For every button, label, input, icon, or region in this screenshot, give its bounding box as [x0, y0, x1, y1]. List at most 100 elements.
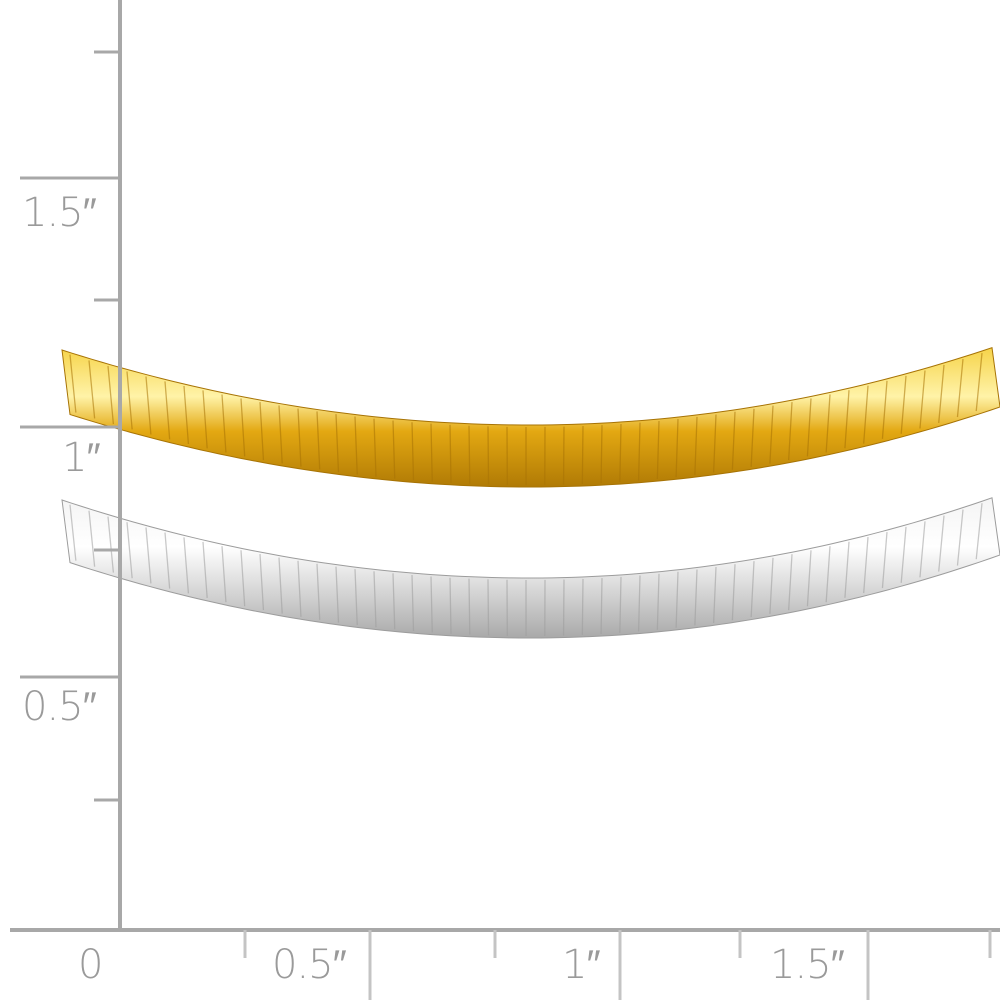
chain-link-segment — [637, 575, 641, 632]
ruler-label-0.5-inch: 0.5″ — [22, 684, 97, 730]
chain-link-segment — [297, 560, 302, 617]
chain-link-segment — [354, 416, 358, 475]
ruler-label-1-inch: 1″ — [62, 435, 101, 481]
ruler-label-1.5-inch-x: 1.5″ — [770, 942, 845, 988]
chain-link-segment — [694, 569, 698, 626]
chain-link-segment — [919, 370, 926, 429]
chain-link-segment — [900, 526, 907, 583]
yellow-gold-chain — [61, 347, 1000, 488]
chain-link-segment — [240, 398, 246, 457]
chain-link-segment — [126, 522, 133, 579]
white-gold-chain — [61, 497, 1000, 639]
chain-link-segment — [126, 371, 133, 430]
chain-link-segment — [788, 554, 793, 611]
chain-link-segment — [675, 419, 679, 478]
chain-link-segment — [107, 365, 115, 425]
measurement-ruler — [10, 0, 1000, 1000]
chain-link-segment — [844, 390, 850, 449]
chain-link-segment — [107, 516, 115, 573]
chain-link-segment — [825, 546, 831, 603]
chain-link-segment — [712, 566, 717, 624]
chain-link-segment — [975, 503, 983, 560]
chain-link-segment — [938, 364, 945, 423]
chain-link-segment — [938, 515, 945, 572]
chain-link-segment — [278, 557, 283, 614]
chain-link-segment — [788, 402, 793, 461]
chain-link-segment — [863, 537, 869, 594]
chain-link-segment — [392, 573, 396, 630]
chain-link-segment — [430, 576, 433, 633]
chain-link-segment — [712, 414, 717, 473]
chain-link-segment — [221, 546, 227, 603]
chain-link-segment — [449, 424, 452, 483]
chain-link-segment — [259, 553, 265, 611]
chain-link-segment — [750, 408, 755, 467]
chain-link-segment — [844, 541, 850, 598]
chain-link-segment — [619, 423, 622, 483]
chain-link-segment — [145, 527, 152, 584]
chain-link-segment — [487, 579, 490, 636]
chain-link-segment — [183, 537, 190, 594]
ruler-label-0.5-inch-x: 0.5″ — [272, 942, 347, 988]
chain-link-segment — [354, 569, 358, 626]
chain-link-segment — [449, 577, 452, 634]
chain-link-segment — [825, 394, 831, 453]
chain-link-segment — [769, 405, 774, 464]
chain-link-segment — [69, 504, 77, 561]
chain-link-segment — [202, 541, 208, 598]
chain-link-segment — [881, 380, 888, 439]
chain-link-segment — [881, 532, 888, 589]
chain-link-segment — [278, 405, 283, 464]
chain-link-segment — [656, 573, 660, 630]
chain-link-segment — [956, 359, 964, 418]
chain-link-segment — [769, 557, 774, 614]
chain-link-segment — [600, 425, 603, 484]
chain-link-segment — [581, 578, 584, 635]
chain-link-segment — [392, 420, 396, 479]
chain-link-segment — [335, 566, 340, 623]
chain-link-segment — [975, 352, 983, 412]
chain-link-segment — [731, 411, 736, 470]
chain-link-segment — [145, 376, 152, 435]
chain-link-segment — [69, 354, 77, 413]
chain-link-segment — [259, 401, 265, 461]
chain-link-segment — [88, 510, 96, 567]
chain-link-segment — [468, 425, 471, 484]
chain-link-segment — [164, 532, 171, 589]
chain-link-segment — [956, 509, 964, 566]
chain-link-segment — [202, 390, 208, 449]
chain-link-segment — [430, 423, 433, 482]
chain-link-segment — [183, 385, 190, 445]
chain-link-segment — [581, 425, 584, 484]
chain-link-segment — [411, 575, 415, 632]
chain-link-segment — [750, 561, 755, 618]
chain-link-segment — [675, 571, 679, 628]
chain-link-segment — [487, 426, 490, 485]
chain-link-segment — [619, 576, 622, 633]
ruler-label-1-inch-x: 1″ — [562, 942, 601, 988]
chain-link-segment — [468, 578, 471, 635]
chain-link-segment — [88, 360, 96, 419]
chain-link-segment — [919, 521, 926, 578]
chain-link-segment — [164, 381, 171, 440]
chain-link-segment — [863, 385, 869, 444]
chain-link-segment — [656, 420, 660, 479]
chain-link-segment — [373, 418, 377, 477]
chain-link-segment — [335, 414, 340, 473]
chain-link-segment — [600, 578, 603, 635]
chain-link-segment — [297, 408, 302, 467]
chain-link-segment — [373, 571, 377, 628]
chain-link-segment — [694, 416, 698, 475]
chain-link-segment — [806, 550, 812, 607]
chain-link-segment — [316, 563, 321, 620]
chain-link-segment — [221, 394, 227, 453]
ruler-label-1.5-inch: 1.5″ — [22, 190, 97, 236]
chain-link-segment — [806, 398, 812, 457]
chain-link-segment — [240, 550, 246, 607]
chain-link-segment — [316, 411, 321, 470]
chain-link-segment — [637, 422, 641, 481]
chain-link-segment — [411, 422, 415, 481]
chain-link-segment — [731, 564, 736, 621]
chain-link-segment — [900, 375, 907, 434]
